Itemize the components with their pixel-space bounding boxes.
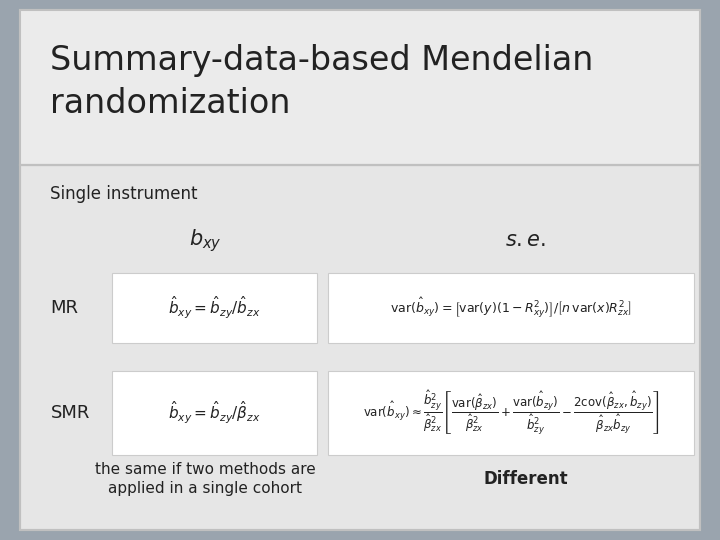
Bar bbox=[112, 273, 317, 343]
Text: $\hat{b}_{xy} = \hat{b}_{zy} / \hat{b}_{zx}$: $\hat{b}_{xy} = \hat{b}_{zy} / \hat{b}_{… bbox=[168, 294, 261, 321]
Text: $\hat{b}_{xy} = \hat{b}_{zy} / \hat{\beta}_{zx}$: $\hat{b}_{xy} = \hat{b}_{zy} / \hat{\bet… bbox=[168, 400, 261, 427]
Text: the same if two methods are
applied in a single cohort: the same if two methods are applied in a… bbox=[95, 462, 315, 496]
Bar bbox=[20, 10, 700, 165]
Text: SMR: SMR bbox=[50, 404, 90, 422]
Bar bbox=[328, 372, 694, 455]
Bar bbox=[112, 372, 317, 455]
Text: Single instrument: Single instrument bbox=[50, 185, 198, 204]
Text: Summary-data-based Mendelian
randomization: Summary-data-based Mendelian randomizati… bbox=[50, 44, 594, 120]
Bar bbox=[328, 273, 694, 343]
Text: $b_{xy}$: $b_{xy}$ bbox=[189, 227, 222, 254]
Text: MR: MR bbox=[50, 299, 78, 317]
Text: $\mathrm{var}(\hat{b}_{xy}) = \left[\mathrm{var}(y)(1-R_{xy}^2)\right] / \left[n: $\mathrm{var}(\hat{b}_{xy}) = \left[\mat… bbox=[390, 295, 631, 320]
Text: $s.e.$: $s.e.$ bbox=[505, 230, 546, 251]
Text: $\mathrm{var}(\hat{b}_{xy}) \approx \dfrac{\hat{b}_{zy}^2}{\hat{\beta}_{zx}^2} \: $\mathrm{var}(\hat{b}_{xy}) \approx \dfr… bbox=[363, 389, 659, 437]
Bar bbox=[20, 10, 700, 165]
Bar bbox=[20, 165, 700, 530]
Text: Different: Different bbox=[483, 470, 568, 488]
